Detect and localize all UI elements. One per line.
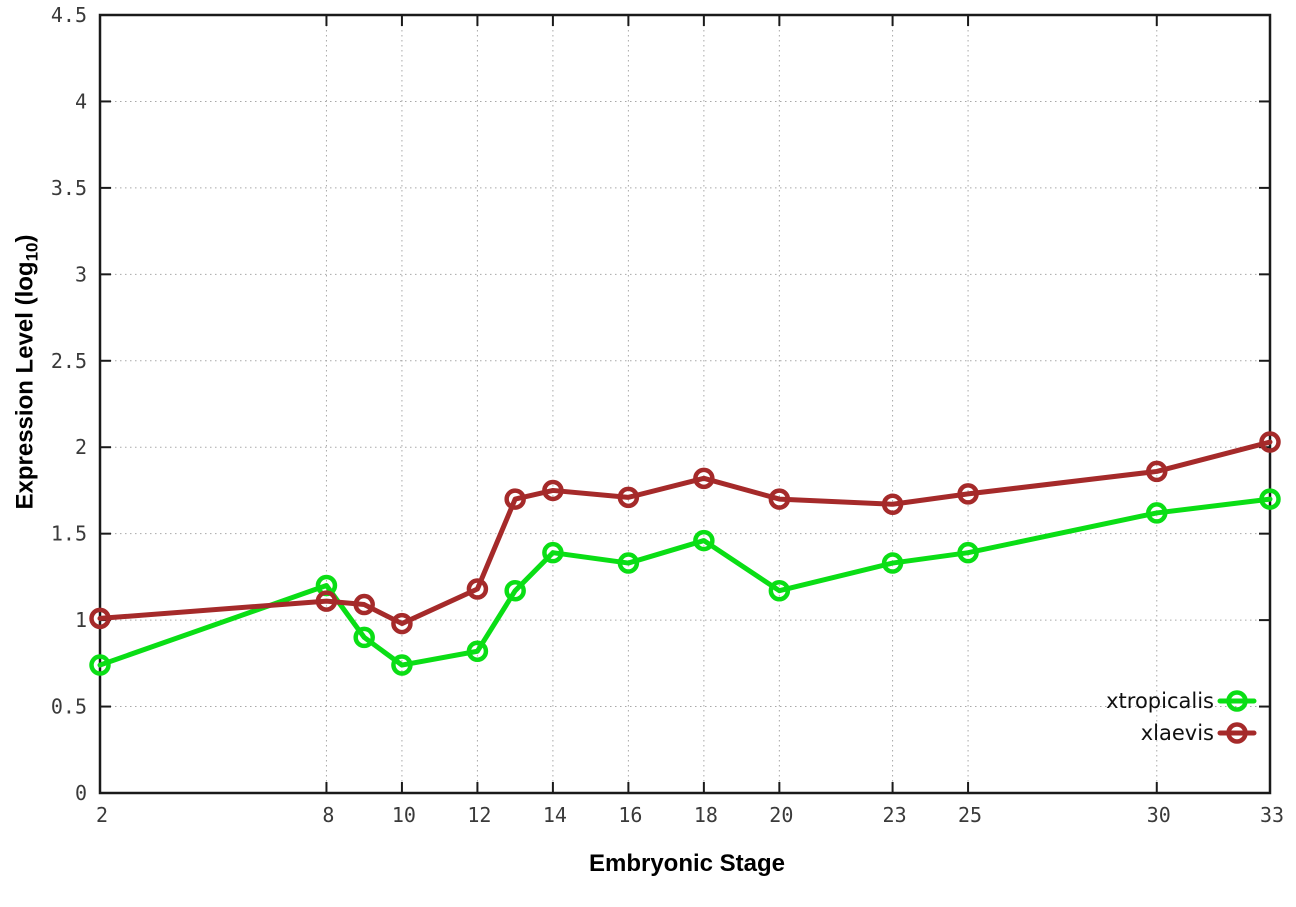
x-tick-label: 8 [322, 803, 334, 827]
x-tick-label: 20 [769, 803, 793, 827]
y-tick-label: 4 [75, 89, 87, 113]
data-point-xtropicalis [768, 579, 791, 602]
data-point-xlaevis [466, 578, 489, 600]
legend-label-xtropicalis: xtropicalis [1106, 689, 1214, 713]
data-point-xlaevis [957, 483, 979, 505]
data-point-xlaevis [1259, 431, 1281, 453]
y-axis-title-close: ) [11, 234, 39, 243]
y-axis-title: Expression Level (log10) [12, 235, 43, 510]
x-tick-label: 14 [543, 803, 567, 827]
data-point-xtropicalis [1146, 502, 1168, 524]
data-point-xtropicalis [693, 529, 715, 552]
y-tick-label: 1.5 [51, 522, 87, 546]
data-point-xlaevis [1146, 460, 1168, 483]
data-point-xtropicalis [1259, 488, 1281, 510]
data-point-xlaevis [693, 467, 715, 490]
data-point-xtropicalis [617, 552, 640, 574]
legend-marker-xlaevis [1226, 722, 1248, 744]
data-point-xtropicalis [957, 541, 979, 564]
data-point-xtropicalis [504, 579, 526, 602]
x-tick-label: 2 [96, 803, 108, 827]
y-tick-label: 0.5 [51, 695, 87, 719]
data-point-xlaevis [617, 486, 640, 509]
y-axis-title-main: Expression Level (log [11, 261, 39, 510]
x-tick-label: 30 [1147, 803, 1171, 827]
x-axis-title: Embryonic Stage [588, 850, 786, 877]
y-tick-label: 0 [75, 781, 87, 805]
series-line-xtropicalis [97, 496, 1273, 668]
x-tick-label: 16 [618, 803, 642, 827]
y-tick-label: 1 [75, 608, 87, 632]
data-point-xlaevis [391, 612, 413, 635]
data-point-xtropicalis [353, 626, 375, 649]
data-point-xtropicalis [391, 654, 413, 676]
plot-border [98, 13, 1272, 795]
y-axis-title-subscript: 10 [22, 242, 42, 262]
x-tick-label: 10 [392, 803, 416, 827]
data-point-xlaevis [315, 590, 338, 612]
x-tick-label: 23 [883, 803, 907, 827]
y-tick-label: 2.5 [51, 349, 87, 373]
data-point-xtropicalis [542, 541, 564, 564]
legend-label-xlaevis: xlaevis [1141, 721, 1214, 745]
x-tick-label: 33 [1260, 803, 1284, 827]
data-point-xlaevis [89, 607, 111, 630]
x-tick-label: 12 [467, 803, 491, 827]
data-point-xtropicalis [881, 552, 904, 574]
data-point-xlaevis [504, 488, 526, 510]
y-tick-label: 3.5 [51, 176, 87, 200]
data-point-xtropicalis [466, 640, 489, 662]
data-point-xlaevis [542, 479, 564, 502]
y-tick-label: 2 [75, 435, 87, 459]
x-tick-label: 18 [694, 803, 718, 827]
x-tick-label: 25 [958, 803, 982, 827]
data-point-xlaevis [881, 493, 904, 516]
data-point-xlaevis [353, 593, 375, 616]
y-tick-label: 4.5 [51, 3, 87, 27]
legend-marker-xtropicalis [1226, 690, 1248, 712]
series-line-xlaevis [97, 439, 1273, 627]
y-tick-label: 3 [75, 262, 87, 286]
data-point-xtropicalis [89, 654, 111, 676]
data-point-xlaevis [768, 488, 791, 510]
